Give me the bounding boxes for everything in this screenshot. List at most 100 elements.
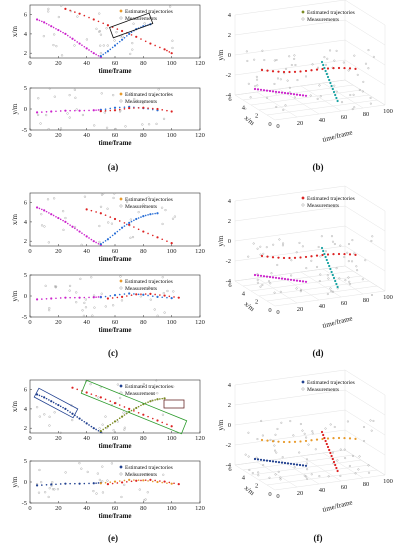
trajectory-point-blue [120,226,124,229]
grid-line-3d [234,464,276,491]
measurement-point [56,488,60,491]
measurement-point [119,275,122,278]
trajectory-point-red [99,396,102,399]
z-axis-label-(f): y/m [217,419,225,430]
measurement-point-3d [310,259,313,262]
measurement-point-3d [347,276,350,279]
trajectory-point-3d [268,275,272,279]
measurement-point [38,415,41,418]
measurement-point [138,488,141,491]
trajectory-point-3d [295,463,299,466]
trajectory-point-blue [118,228,121,231]
measurement-point-3d [299,289,302,292]
trajectory-point-navy [55,402,57,405]
measurement-point-3d [245,50,248,53]
measurement-point [93,124,96,127]
trajectory-point-magenta [41,111,43,113]
trajectory-point-3d [282,70,286,74]
trajectory-point-red [111,297,114,299]
y-tick-label-a-bottom: 5 [24,85,27,92]
trajectory-point-3d [326,261,330,265]
grid-line-3d [242,270,354,287]
legend-label-e-top: Measurement [125,391,155,397]
y-tick-label-e-bottom: -5 [22,500,27,507]
measurement-point [112,304,115,307]
trajectory-point-3d [268,89,272,93]
trajectory-point-3d [282,440,286,444]
trajectory-point-3d [310,439,313,442]
trajectory-point-3d [315,438,319,441]
trajectory-point-magenta [74,39,76,42]
trajectory-point-navy [38,394,41,397]
measurement-point [59,431,62,434]
trajectory-point-blue [161,296,164,299]
trajectory-point-3d [304,255,308,259]
measurement-point [116,420,119,423]
trajectory-point-red [166,423,168,426]
trajectory-point-red [69,9,71,12]
trajectory-point-magenta [45,210,48,213]
t-tick-label-3d-(d): 100 [383,294,393,301]
trajectory-point-3d [334,93,337,97]
y-axis-label-a-bottom: y/m [11,103,19,114]
measurement-point [162,292,165,295]
legend-marker-3d [301,17,305,21]
measurement-point [101,491,105,494]
measurement-point-3d [354,472,357,475]
trajectory-point-magenta [69,36,71,38]
trajectory-point-blue [99,54,102,58]
measurement-point-3d [305,458,308,461]
measurement-point-3d [311,432,314,435]
measurement-point [104,305,107,308]
measurement-point [155,379,158,382]
x-tick-label-e-top: 0 [28,435,31,442]
trajectory-point-blue [170,297,173,300]
trajectory-point-olive [151,399,154,402]
measurement-point [99,33,103,36]
trajectory-point-navy [62,406,64,409]
measurement-point-3d [331,290,334,293]
trajectory-point-red [166,49,168,52]
trajectory-point-3d [343,252,346,256]
grid-line-3d [234,19,386,46]
trajectory-point-3d [266,255,269,258]
trajectory-point-3d [271,276,275,279]
measurement-point [36,113,40,116]
measurement-point-3d [339,244,342,247]
x-tick-label-e-bottom: 120 [195,505,205,512]
measurement-point-3d [311,430,314,433]
trajectory-point-3d [274,90,278,93]
trajectory-point-3d [325,442,328,446]
measurement-point [95,492,98,495]
trajectory-point-3d [310,255,313,258]
grid-line-3d [300,455,342,482]
y-tick-label-c-bottom: 5 [24,272,27,279]
trajectory-point-red [128,107,131,110]
trajectory-point-red [123,406,126,408]
measurement-point [155,122,158,125]
x-tick-label-3d-(f): 4 [242,474,246,481]
trajectory-point-red [109,216,112,218]
trajectory-point-red [159,46,161,49]
measurement-point-3d [249,96,252,99]
measurement-point-3d [259,285,262,288]
trajectory-point-navy [85,422,88,425]
x-tick-label-3d-(b): 4 [242,104,246,111]
trajectory-point-magenta [38,207,41,210]
trajectory-point-3d [292,463,296,466]
trajectory-point-magenta [38,19,41,22]
trajectory-point-magenta [81,232,83,234]
measurement-point-3d [257,474,260,477]
measurement-point-3d [247,255,250,258]
measurement-point [123,483,126,486]
measurement-point [101,465,104,468]
measurement-point [80,243,83,246]
trajectory-point-magenta [66,34,69,37]
measurement-point [100,92,103,95]
measurement-point-3d [362,80,365,83]
measurement-point [118,110,122,113]
trajectory-point-magenta [83,109,86,112]
trajectory-point-blue [109,295,112,297]
x-tick-label-3d-(d): 6 [228,282,232,289]
